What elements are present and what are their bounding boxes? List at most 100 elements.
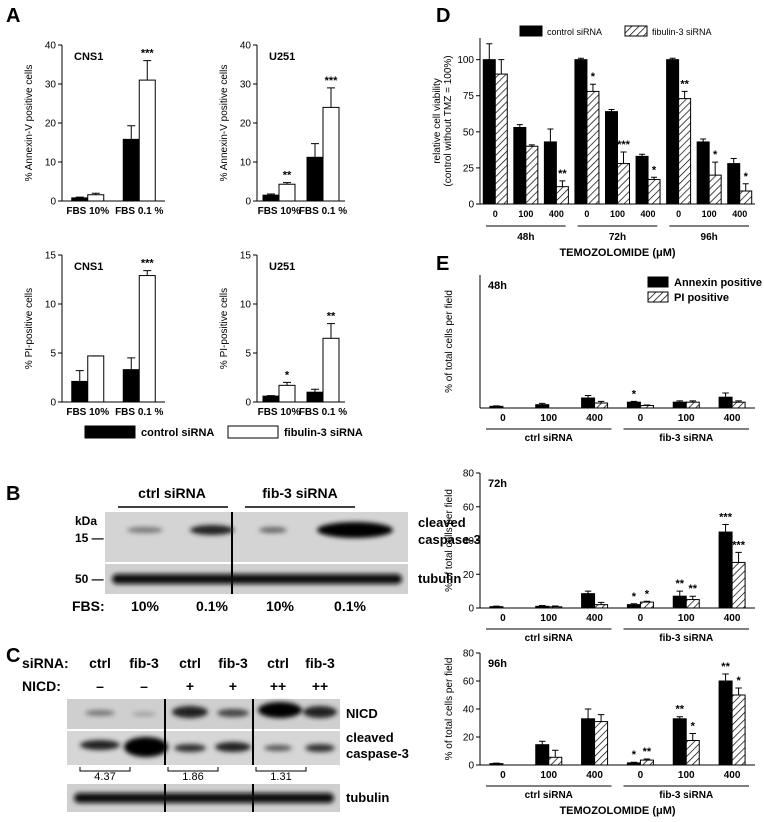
- x-tick-label: 400: [549, 209, 564, 219]
- y-axis-label: (control without TMZ = 100%): [443, 55, 454, 186]
- ratio: 1.31: [270, 771, 291, 783]
- fbs-value: 0.1%: [196, 598, 228, 614]
- bar: [122, 369, 140, 403]
- significance: *: [691, 721, 696, 733]
- group-label: ctrl siRNA: [525, 790, 573, 801]
- bar: [548, 756, 563, 766]
- error-bar: [730, 158, 737, 164]
- legend-label: fibulin-3 siRNA: [652, 27, 712, 37]
- x-tick-label: FBS 0.1 %: [115, 407, 163, 418]
- bar: [574, 59, 588, 205]
- error-bar: [689, 733, 696, 741]
- x-tick-label: 0: [500, 613, 506, 624]
- x-tick-label: 400: [724, 613, 741, 624]
- bar: [306, 391, 324, 403]
- x-axis-label: TEMOZOLOMIDE (μM): [559, 247, 675, 259]
- bar: [278, 183, 296, 202]
- error-bar: [311, 388, 319, 393]
- error-bar: [584, 395, 592, 399]
- bar: [262, 395, 280, 403]
- panel-title: CNS1: [74, 51, 103, 63]
- bar: [718, 531, 733, 609]
- bar: [594, 721, 609, 766]
- bar: [605, 111, 618, 205]
- x-tick-label: 100: [540, 613, 557, 624]
- ratio: 1.86: [182, 771, 203, 783]
- significance: *: [285, 369, 290, 381]
- bar: [278, 384, 296, 403]
- group-label: 72h: [609, 232, 626, 243]
- bar: [685, 740, 700, 766]
- nicd-value: +: [229, 678, 237, 694]
- x-tick-label: 0: [584, 209, 589, 219]
- band: [258, 702, 302, 718]
- bar: [489, 763, 504, 766]
- panel-title: 48h: [488, 280, 507, 292]
- x-tick-label: 100: [540, 770, 557, 781]
- error-bar: [620, 151, 627, 164]
- y-axis-label: % of total cells per field: [444, 489, 455, 592]
- x-tick-label: 400: [586, 413, 603, 424]
- sirna-value: fib-3: [305, 655, 335, 671]
- error-bar: [486, 43, 493, 60]
- blot-group: fib-3 siRNA: [262, 485, 337, 501]
- bar: [594, 604, 609, 609]
- significance: **: [643, 746, 652, 758]
- x-tick-label: 100: [678, 613, 695, 624]
- band: [264, 745, 292, 751]
- marker-label: 50 —: [75, 572, 104, 586]
- error-bar: [516, 124, 523, 128]
- significance: *: [632, 749, 637, 761]
- x-tick-label: 400: [732, 209, 747, 219]
- legend-swatch: [519, 25, 543, 37]
- x-tick-label: FBS 10%: [66, 407, 109, 418]
- bar: [672, 401, 687, 409]
- unit-label: kDa: [75, 514, 97, 528]
- panel-title: 72h: [488, 478, 507, 490]
- bar: [87, 194, 105, 202]
- x-tick-label: 0: [638, 613, 644, 624]
- band-label: caspase-3: [346, 746, 409, 761]
- nicd-value: ++: [312, 678, 328, 694]
- error-bar: [669, 57, 676, 60]
- error-bar: [493, 605, 500, 607]
- y-tick-label: 0: [245, 197, 251, 208]
- legend-label: fibulin-3 siRNA: [284, 427, 363, 439]
- x-tick-label: 0: [638, 770, 644, 781]
- y-tick-label: 10: [240, 158, 252, 169]
- y-axis-label: % PI-positive cells: [24, 288, 35, 369]
- bar: [543, 141, 557, 205]
- significance: **: [680, 78, 689, 90]
- error-bar: [689, 400, 696, 403]
- error-bar: [143, 270, 152, 276]
- error-bar: [689, 595, 696, 600]
- y-axis-label: relative cell viability: [432, 78, 443, 164]
- x-tick-label: 400: [724, 770, 741, 781]
- band: [190, 525, 234, 535]
- error-bar: [539, 740, 546, 745]
- bar: [322, 106, 340, 202]
- bar: [672, 718, 687, 766]
- fbs-value: 0.1%: [334, 598, 366, 614]
- bar: [71, 197, 89, 202]
- significance: **: [283, 170, 292, 182]
- blot-group: ctrl siRNA: [138, 485, 206, 501]
- significance: *: [744, 171, 749, 183]
- y-tick-label: 40: [463, 536, 475, 547]
- y-tick-label: 40: [463, 705, 475, 716]
- band: [85, 710, 115, 716]
- error-bar: [327, 87, 335, 108]
- legend-label: control siRNA: [547, 27, 602, 37]
- x-axis-label: TEMOZOLOMIDE (μM): [559, 805, 675, 817]
- bar: [731, 401, 746, 409]
- x-tick-label: 100: [678, 413, 695, 424]
- band-label: caspase-3: [418, 532, 481, 547]
- y-tick-label: 0: [50, 398, 56, 409]
- error-bar: [311, 143, 319, 158]
- y-tick-label: 30: [45, 80, 57, 91]
- sirna-value: fib-3: [129, 655, 159, 671]
- y-tick-label: 75: [463, 91, 475, 102]
- group-label: fib-3 siRNA: [659, 633, 713, 644]
- nicd-value: –: [96, 678, 104, 694]
